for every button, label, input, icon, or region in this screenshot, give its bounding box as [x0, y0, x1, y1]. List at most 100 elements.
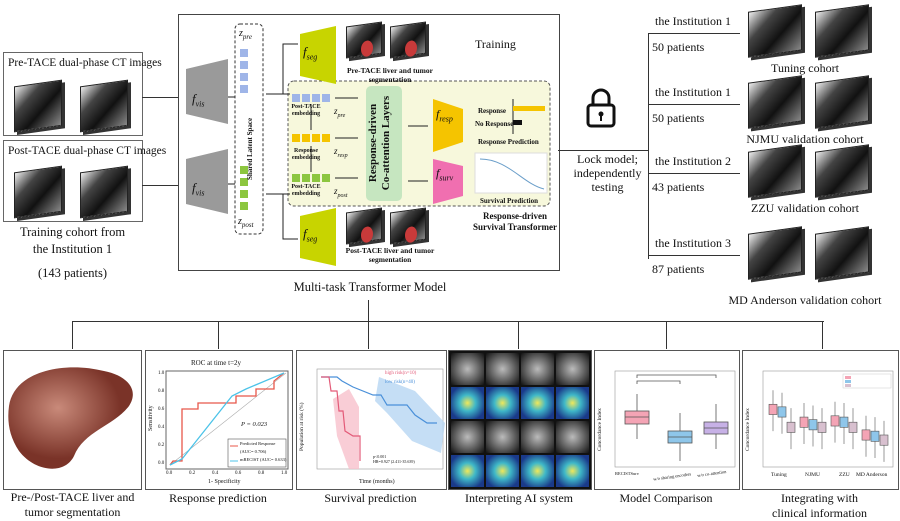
- patient-count: 87 patients: [652, 262, 705, 276]
- cohort-name: MD Anderson validation cohort: [728, 293, 882, 307]
- ct-slice: [556, 353, 589, 385]
- y-axis-label: Concordance Index: [745, 408, 751, 451]
- cohort-line: Training cohort from: [19, 225, 126, 239]
- roc-panel: ROC at time t=2y P = 0.023 Predicted Res…: [145, 350, 293, 490]
- caption-line: Post-TACE liver and tumor: [345, 246, 435, 255]
- connector: [648, 255, 740, 256]
- model-diagram: [186, 23, 551, 266]
- attention-heatmap: [486, 455, 519, 487]
- legend-item: (AUC= 0.706): [240, 449, 267, 454]
- f-seg-label: fseg: [303, 44, 318, 62]
- caption-line: Post-TACE: [291, 104, 321, 110]
- caption-line: Response: [293, 148, 318, 154]
- roc-p-value: P = 0.023: [241, 421, 268, 428]
- box: [848, 421, 858, 433]
- x-tick-label: RECISTSurv: [615, 471, 640, 476]
- ct-slice: [521, 353, 554, 385]
- z-sub: pre: [242, 33, 252, 41]
- model-caption: Multi-task Transformer Model: [293, 280, 447, 294]
- post-seg-caption: Post-TACE liver and tumor segmentation: [335, 246, 445, 264]
- arrow: [142, 185, 182, 186]
- box: [768, 403, 778, 415]
- arrow: [558, 150, 648, 151]
- connector: [822, 321, 823, 349]
- km-caption: Survival prediction: [324, 491, 417, 505]
- f-surv: [433, 159, 463, 204]
- liver-render: [8, 367, 133, 469]
- training-label: Training: [475, 37, 516, 51]
- cohort-bracket: [648, 33, 649, 259]
- x-tick-label: ZZU: [839, 472, 850, 478]
- no-response-bar: [513, 120, 522, 125]
- institution-label: the Institution 2: [655, 154, 731, 168]
- z-sub: post: [337, 192, 348, 199]
- caption-line: Pre-/Post-TACE liver and: [10, 490, 135, 504]
- f-vis-pre-encoder: [186, 59, 228, 124]
- caption-line: independently: [573, 166, 642, 180]
- ai-panel: [448, 350, 592, 490]
- connector: [72, 321, 824, 322]
- training-cohort: Training cohort from the Institution 1 (…: [0, 224, 145, 282]
- x-tick-label: NJMU: [805, 472, 820, 478]
- ct-slice: [486, 353, 519, 385]
- ct-image: [815, 226, 869, 280]
- box: [870, 430, 880, 442]
- caption-line: Integrating with: [781, 491, 858, 505]
- patient-count: 50 patients: [652, 111, 705, 125]
- attention-heatmap: [556, 387, 589, 419]
- ai-caption: Interpreting AI system: [465, 491, 573, 505]
- lock-icon: [586, 88, 616, 128]
- latent-space-label: Shared Latent Space: [246, 117, 254, 180]
- f-symbol: f: [192, 91, 196, 106]
- caption-line: Response-driven: [482, 211, 547, 221]
- y-axis-label: Concordance Index: [597, 408, 603, 451]
- segmentation-caption: Pre-/Post-TACE liver and tumor segmentati…: [0, 490, 145, 520]
- connector: [666, 321, 667, 349]
- connector: [368, 321, 369, 349]
- caption-line: Post-TACE: [291, 184, 321, 190]
- response-bar: [513, 106, 545, 111]
- coattention-block: [366, 86, 402, 201]
- pre-seg-caption: Pre-TACE liver and tumor segmentation: [335, 66, 445, 84]
- km-panel: high risk(n=10) low risk(n=40) p<0.001 H…: [296, 350, 447, 490]
- z-sub: resp: [337, 152, 348, 159]
- resp-embed-label: Response embedding: [286, 148, 326, 162]
- post-embed-label: Post-TACE embedding: [286, 184, 326, 198]
- z-resp-label: zresp: [334, 146, 348, 159]
- f-vis-post-encoder: [186, 149, 228, 214]
- y-tick: 0.8: [158, 389, 165, 394]
- ct-image: [748, 4, 802, 58]
- roc-caption: Response prediction: [169, 491, 267, 505]
- attention-heatmap: [521, 387, 554, 419]
- clinical-chart: [762, 370, 894, 468]
- response-label: Response: [478, 107, 507, 115]
- f-resp-label: fresp: [436, 107, 453, 124]
- ct-slice: [486, 421, 519, 453]
- box: [879, 434, 889, 446]
- x-axis-label: Time (months): [359, 479, 395, 485]
- f-sub: seg: [306, 52, 318, 62]
- roc-chart: [165, 370, 289, 470]
- coattention-label: Response-driven Co-attention Layers: [367, 83, 393, 203]
- caption-line: embedding: [291, 111, 321, 117]
- f-sub: resp: [439, 114, 453, 124]
- ct-image: [815, 4, 869, 58]
- survival-prediction-label: Survival Prediction: [480, 197, 539, 205]
- x-tick: 0.8: [258, 471, 265, 476]
- institution-label: the Institution 3: [655, 236, 731, 250]
- transformer-label: Response-driven Survival Transformer: [470, 211, 560, 233]
- box: [808, 419, 818, 431]
- x-axis-label: 1- Specificity: [208, 479, 241, 485]
- box: [786, 421, 796, 433]
- box: [839, 416, 849, 428]
- z-post-label: zpost: [238, 216, 254, 229]
- attention-heatmap: [486, 387, 519, 419]
- caption-line: embedding: [291, 155, 321, 161]
- patient-count: 50 patients: [652, 40, 705, 54]
- box: [861, 429, 871, 441]
- attention-heatmap: [451, 455, 484, 487]
- ct-image: [80, 165, 128, 219]
- x-tick: 1.0: [281, 471, 288, 476]
- km-stat: HR=0.927 (2.411-35.639): [373, 459, 415, 464]
